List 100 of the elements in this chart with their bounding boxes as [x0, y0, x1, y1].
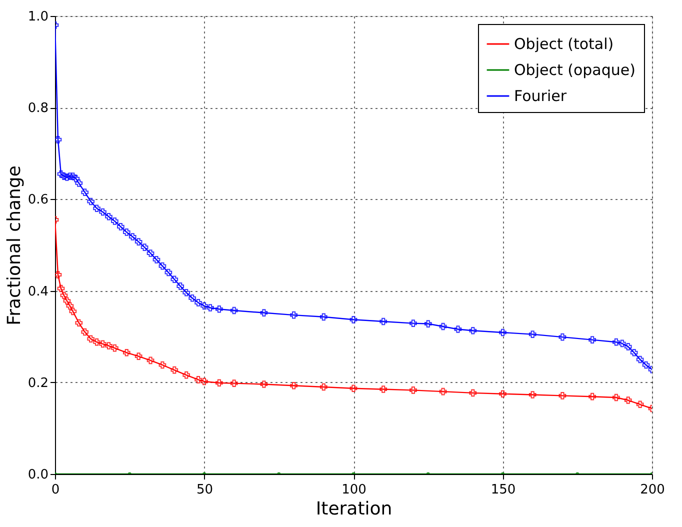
point [60, 292, 68, 300]
point [410, 386, 417, 394]
point [134, 352, 142, 360]
point [558, 392, 566, 400]
point [105, 212, 112, 220]
point [424, 320, 432, 328]
point [194, 299, 202, 306]
point [87, 335, 94, 343]
point [99, 340, 106, 348]
point [146, 250, 154, 257]
point [230, 380, 238, 387]
point [87, 198, 94, 206]
x-tick-label: 0 [51, 482, 60, 498]
point [170, 276, 178, 284]
point [439, 388, 447, 396]
point [140, 244, 148, 251]
y-tick-label: 0.2 [28, 376, 48, 391]
point [290, 382, 298, 390]
point [176, 282, 184, 290]
point [320, 383, 328, 391]
point [72, 174, 80, 182]
point [642, 361, 650, 369]
point [134, 238, 142, 246]
point [216, 379, 223, 387]
point [164, 268, 172, 276]
point [63, 297, 71, 305]
point [380, 386, 388, 393]
point [93, 204, 100, 212]
point [152, 256, 160, 264]
point [57, 284, 65, 292]
point [81, 188, 89, 196]
y-tick-label: 0.6 [28, 192, 48, 208]
y-tick-label: 0.0 [28, 468, 48, 482]
legend-label: Object (total) [514, 35, 614, 53]
point [122, 228, 130, 236]
point [66, 302, 74, 310]
point [454, 326, 462, 333]
x-tick-label: 150 [490, 482, 516, 498]
point [206, 304, 214, 312]
point [588, 336, 596, 344]
point [612, 394, 620, 402]
point [558, 333, 566, 341]
point [128, 233, 136, 240]
point [630, 348, 638, 356]
point [469, 326, 477, 334]
point [111, 218, 118, 225]
point [111, 344, 118, 352]
point [146, 356, 154, 364]
point [69, 172, 77, 180]
point [69, 308, 77, 316]
point [93, 338, 100, 346]
point [81, 328, 89, 336]
y-tick-label: 0.4 [28, 284, 48, 300]
point [55, 136, 62, 144]
point [200, 302, 208, 310]
point [624, 343, 632, 350]
point [528, 330, 536, 338]
point [380, 318, 388, 326]
point [216, 305, 223, 313]
point [105, 342, 112, 350]
point [469, 389, 477, 397]
point [200, 378, 208, 386]
point [122, 348, 130, 356]
point [499, 328, 506, 336]
point [260, 380, 268, 388]
point [260, 309, 268, 316]
point [66, 172, 74, 180]
point [75, 319, 83, 327]
point [158, 361, 166, 369]
point [624, 396, 632, 404]
point [63, 174, 71, 181]
point [117, 223, 124, 230]
point [618, 340, 626, 348]
point [55, 271, 62, 278]
point [320, 313, 328, 321]
point [182, 371, 190, 379]
point [170, 366, 178, 374]
point [588, 392, 596, 400]
y-tick-label: 0.8 [28, 101, 48, 116]
point [182, 288, 190, 296]
point [350, 384, 358, 392]
point [636, 356, 644, 364]
y-tick-label: 1.0 [28, 10, 48, 24]
point [194, 376, 202, 384]
point [350, 316, 358, 324]
point [636, 400, 644, 408]
point [612, 338, 620, 346]
point [230, 306, 238, 314]
point [188, 294, 196, 302]
point [99, 208, 106, 216]
point [528, 391, 536, 398]
point [439, 322, 447, 330]
point [57, 170, 65, 178]
x-tick-label: 200 [640, 482, 665, 498]
point [290, 311, 298, 319]
point [158, 262, 166, 270]
point [60, 172, 68, 180]
y-axis-title: Fractional change [4, 166, 25, 326]
legend-label: Object (opaque) [514, 61, 636, 79]
x-axis-title: Iteration [316, 498, 392, 520]
